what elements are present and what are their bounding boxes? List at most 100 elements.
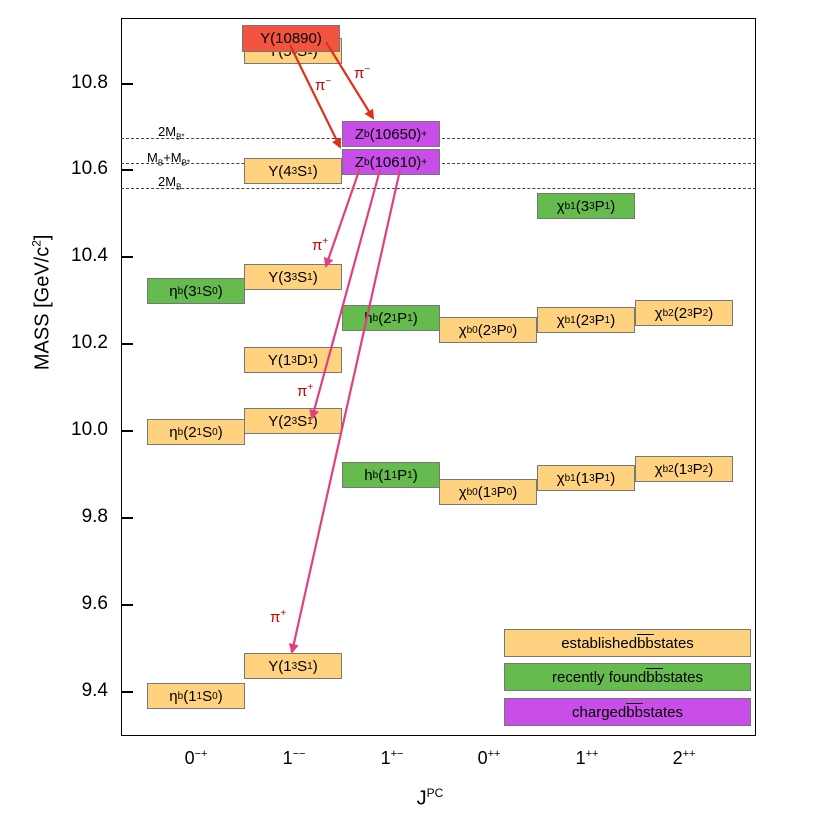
state-sup: 3 — [491, 486, 497, 498]
thr-text: M — [147, 150, 158, 165]
x-tick-label: 2++ — [639, 748, 729, 769]
x-tick-base: 1 — [282, 748, 293, 768]
state-sup: 3 — [491, 324, 497, 336]
state-text: ) — [708, 460, 714, 478]
state-text: Υ(1 — [267, 351, 292, 369]
y-tick-mark — [121, 430, 133, 432]
state-sub: b0 — [466, 324, 478, 336]
y-tick-mark — [121, 83, 133, 85]
thr-sub: B* — [176, 132, 185, 142]
pion-text: π — [315, 77, 326, 94]
state-text: (1 — [477, 483, 492, 501]
state-text: ) — [217, 423, 223, 441]
state-text: Z — [354, 153, 365, 171]
x-tick-base: 0 — [477, 748, 488, 768]
state-text: S — [297, 268, 308, 286]
legend-recent: recently found bb states — [504, 663, 751, 691]
pion-label-minus: π− — [315, 76, 331, 94]
thr-text-2: +M — [163, 150, 182, 165]
state-text: P — [496, 321, 507, 339]
y-tick-label: 10.4 — [71, 245, 108, 266]
pion-sup: + — [280, 608, 287, 619]
pion-text: π — [297, 383, 308, 400]
state-text: χ — [458, 483, 467, 501]
thr-sub: B — [157, 158, 164, 168]
pion-label-plus: π+ — [297, 382, 313, 400]
state-text: h — [364, 466, 373, 484]
legend-text: states — [653, 634, 694, 652]
x-tick-sup: −+ — [194, 748, 208, 760]
state-text: (2 — [477, 321, 492, 339]
state-text: Υ(10890) — [260, 30, 322, 47]
state-text: Υ(2 — [268, 412, 292, 430]
state-sub: b — [177, 690, 184, 702]
state-text: P — [594, 197, 605, 215]
state-chib2-2p: χ b2 (2 3 P 2) — [635, 300, 733, 326]
legend-bb: bb — [626, 703, 643, 721]
x-tick-base: 2 — [672, 748, 683, 768]
state-sup: 1 — [196, 426, 203, 438]
pion-label-minus: π− — [354, 64, 370, 82]
state-text: P — [397, 466, 408, 484]
legend-text: states — [642, 703, 683, 721]
y-tick-mark — [121, 517, 133, 519]
state-text: Υ(1 — [268, 657, 292, 675]
state-text: ) — [312, 657, 318, 675]
state-sup: 3 — [687, 463, 693, 475]
state-text: S — [202, 687, 213, 705]
state-text: (10610) — [369, 153, 422, 171]
state-sub: b1 — [564, 314, 576, 326]
state-text: ) — [313, 351, 319, 369]
x-tick-sup: ++ — [682, 748, 696, 760]
pion-label-plus: π+ — [270, 608, 286, 626]
y-tick-label: 10.2 — [71, 332, 108, 353]
state-etab-3s: η b (3 1 S 0) — [147, 278, 245, 304]
y-tick-mark — [121, 256, 133, 258]
state-text: ) — [512, 321, 518, 339]
state-chib1-2p: χ b1 (2 3 P 1) — [537, 307, 635, 333]
legend-text: states — [662, 668, 703, 686]
threshold-label-2mb: 2MB — [158, 174, 181, 192]
state-text: P — [594, 311, 605, 329]
state-text: (2 — [673, 304, 688, 322]
state-sub: b — [364, 128, 370, 140]
state-sup: 3 — [687, 307, 693, 319]
state-sup: 1 — [196, 285, 203, 297]
state-text: χ — [556, 197, 565, 215]
thr-text: 2M — [158, 174, 177, 189]
legend-charged: charged bb states — [504, 698, 751, 726]
y-axis-title-close: ] — [31, 234, 54, 241]
state-upsilon-2s: Υ(2 3 S 1) — [244, 408, 342, 434]
state-sub: 1 — [407, 469, 413, 481]
state-sub: 1 — [604, 314, 611, 326]
state-text: (3 — [183, 282, 197, 300]
legend-established: established bb states — [504, 629, 751, 657]
state-sub: b1 — [564, 472, 576, 484]
state-text: (2 — [575, 311, 590, 329]
state-text: ) — [217, 687, 223, 705]
state-text: S — [202, 282, 213, 300]
y-axis-title: MASS [GeV/c2] — [30, 202, 55, 402]
state-sub: b — [364, 156, 370, 168]
state-text: Υ(4 — [268, 162, 292, 180]
state-etab-2s: η b (2 1 S 0) — [147, 419, 245, 445]
state-sup: + — [421, 128, 428, 140]
y-tick-label: 10.8 — [71, 72, 108, 93]
state-text: S — [297, 657, 308, 675]
state-text: η — [169, 282, 178, 300]
state-text: ) — [512, 483, 518, 501]
state-text: Υ(3 — [268, 268, 292, 286]
state-text: χ — [654, 304, 663, 322]
state-sup: 3 — [589, 200, 595, 212]
state-chib0-1p: χ b0 (1 3 P 0) — [439, 479, 537, 505]
threshold-label-mb-mbstar: MB+MB* — [147, 150, 190, 168]
state-text: P — [496, 483, 507, 501]
state-sub: b — [177, 285, 184, 297]
threshold-line-2mb — [121, 188, 756, 189]
state-upsilon-3s: Υ(3 3 S 1) — [244, 264, 342, 290]
state-text: χ — [654, 460, 663, 478]
state-text: P — [692, 304, 703, 322]
state-chib0-2p: χ b0 (2 3 P 0) — [439, 317, 537, 343]
state-text: (10650) — [369, 125, 422, 143]
